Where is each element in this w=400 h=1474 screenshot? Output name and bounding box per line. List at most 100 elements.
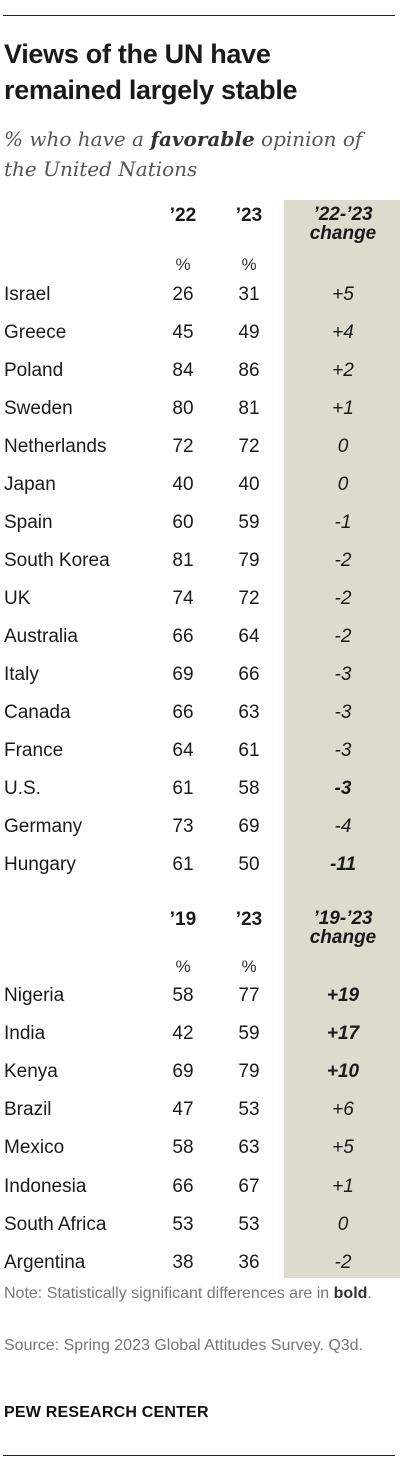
- value-year2: 36: [238, 1251, 260, 1273]
- change-value: -2: [334, 588, 352, 609]
- table-row: South Africa 53 53 0: [0, 1206, 400, 1244]
- value-year1: 58: [172, 1137, 194, 1159]
- table2-unit-year1: %: [175, 957, 191, 976]
- value-year1: 45: [172, 322, 194, 343]
- value-year1: 73: [172, 816, 194, 837]
- country-label: Poland: [4, 360, 64, 381]
- value-year2: 58: [238, 778, 260, 799]
- change-value: +4: [332, 322, 354, 343]
- table-row: U.S. 61 58 -3: [0, 770, 400, 808]
- change-value: +5: [332, 284, 354, 305]
- note-text: Note: Statistically significant differen…: [4, 1285, 334, 1302]
- country-label: Australia: [4, 626, 78, 647]
- value-year2: 63: [238, 1137, 260, 1159]
- note-end: .: [367, 1285, 372, 1302]
- country-label: Israel: [4, 284, 51, 305]
- country-label: Germany: [4, 816, 83, 837]
- country-label: South Africa: [4, 1213, 107, 1235]
- value-year2: 72: [238, 436, 260, 457]
- value-year1: 61: [172, 854, 194, 875]
- country-label: Sweden: [4, 398, 73, 419]
- value-year1: 69: [172, 664, 194, 685]
- value-year1: 74: [172, 588, 194, 609]
- value-year2: 79: [238, 1061, 260, 1083]
- table-row: Australia 66 64 -2: [0, 618, 400, 656]
- change-value: +10: [326, 1061, 360, 1083]
- value-year2: 72: [238, 588, 260, 609]
- change-value: -2: [334, 550, 352, 571]
- table1-col-year1-header: ’22: [169, 205, 197, 226]
- value-year1: 66: [172, 702, 194, 723]
- value-year1: 69: [172, 1061, 194, 1083]
- change-column-background: [284, 200, 400, 1278]
- change-value: +19: [326, 985, 360, 1006]
- change-value: +5: [332, 1137, 354, 1159]
- value-year2: 67: [238, 1175, 260, 1197]
- country-label: Hungary: [4, 854, 76, 875]
- subtitle-suffix: opinion of the United Nations: [4, 127, 363, 181]
- value-year1: 42: [172, 1023, 194, 1045]
- value-year1: 47: [172, 1099, 194, 1121]
- table-row: UK 74 72 -2: [0, 580, 400, 618]
- value-year2: 63: [238, 702, 260, 723]
- pew-logo-text: PEW RESEARCH CENTER: [4, 1404, 209, 1421]
- country-label: Kenya: [4, 1061, 58, 1083]
- value-year1: 81: [172, 550, 194, 571]
- table-row: Hungary 61 50 -11: [0, 846, 400, 884]
- value-year2: 69: [238, 816, 260, 837]
- change-value: -3: [334, 740, 352, 761]
- country-label: Argentina: [4, 1251, 86, 1273]
- table-row: Germany 73 69 -4: [0, 808, 400, 846]
- country-label: South Korea: [4, 550, 110, 571]
- top-rule: [3, 15, 395, 16]
- table2-change-header: ’19-’23 change: [309, 908, 377, 948]
- value-year2: 66: [238, 664, 260, 685]
- table-row: Israel 26 31 +5: [0, 276, 400, 314]
- table-row: Canada 66 63 -3: [0, 694, 400, 732]
- value-year2: 53: [238, 1099, 260, 1121]
- table1-change-header: ’22-’23 change: [309, 204, 377, 244]
- country-label: Greece: [4, 322, 67, 343]
- table-row: Poland 84 86 +2: [0, 352, 400, 390]
- subtitle-emphasis: favorable: [150, 127, 255, 151]
- change-value: +6: [332, 1099, 354, 1121]
- value-year2: 40: [238, 474, 260, 495]
- table1-unit-year1: %: [175, 255, 191, 274]
- change-value: +1: [332, 398, 354, 419]
- change-value: -4: [334, 816, 352, 837]
- value-year1: 58: [172, 985, 194, 1006]
- value-year2: 86: [238, 360, 260, 381]
- footnote: Note: Statistically significant differen…: [4, 1282, 396, 1306]
- table-row: Brazil 47 53 +6: [0, 1091, 400, 1129]
- change-value: 0: [337, 474, 349, 495]
- value-year2: 64: [238, 626, 260, 647]
- country-label: Netherlands: [4, 436, 107, 457]
- change-value: 0: [337, 1213, 349, 1235]
- change-value: +1: [332, 1175, 354, 1197]
- table-row: South Korea 81 79 -2: [0, 542, 400, 580]
- table1-col-year2-header: ’23: [235, 205, 263, 226]
- country-label: U.S.: [4, 778, 41, 799]
- table-row: Mexico 58 63 +5: [0, 1129, 400, 1167]
- country-label: UK: [4, 588, 31, 609]
- country-label: Nigeria: [4, 985, 65, 1006]
- table-row: Kenya 69 79 +10: [0, 1053, 400, 1091]
- value-year1: 66: [172, 626, 194, 647]
- note-bold: bold: [333, 1285, 368, 1302]
- change-value: 0: [337, 436, 349, 457]
- change-value: +2: [332, 360, 354, 381]
- table-row: Japan 40 40 0: [0, 466, 400, 504]
- value-year1: 60: [172, 512, 194, 533]
- chart-title: Views of the UN have remained largely st…: [4, 39, 298, 105]
- value-year1: 72: [172, 436, 194, 457]
- value-year2: 50: [238, 854, 260, 875]
- value-year2: 59: [238, 512, 260, 533]
- table-row: Sweden 80 81 +1: [0, 390, 400, 428]
- chart-subtitle: % who have a favorable opinion of the Un…: [4, 124, 394, 184]
- change-value: -11: [329, 854, 357, 875]
- value-year1: 80: [172, 398, 194, 419]
- change-value: +17: [326, 1023, 360, 1045]
- country-label: Japan: [4, 474, 56, 495]
- change-value: -3: [334, 702, 352, 723]
- table-row: Indonesia 66 67 +1: [0, 1168, 400, 1206]
